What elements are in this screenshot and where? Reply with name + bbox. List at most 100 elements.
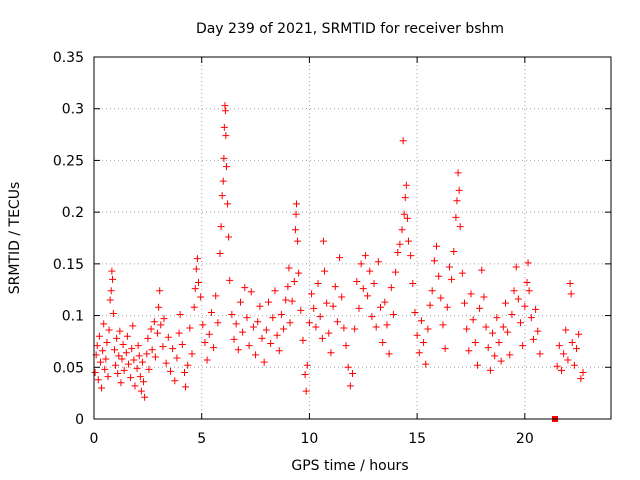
data-point (514, 295, 522, 303)
data-point (110, 346, 118, 354)
data-point (284, 283, 292, 291)
x-tick-label: 5 (197, 431, 206, 447)
data-point (129, 322, 137, 330)
data-point (381, 298, 389, 306)
data-point (193, 255, 201, 263)
data-point (392, 268, 400, 276)
data-point (346, 382, 354, 390)
data-point (329, 302, 337, 310)
data-point (143, 350, 151, 358)
data-point (214, 319, 222, 327)
data-point (450, 247, 458, 255)
data-point (119, 341, 127, 349)
data-point (117, 379, 125, 387)
data-point (252, 351, 260, 359)
data-point (175, 329, 183, 337)
grid-layer (94, 57, 611, 419)
data-point (351, 325, 359, 333)
data-point (456, 223, 464, 231)
data-point (467, 290, 475, 298)
data-point (222, 163, 230, 171)
data-point (285, 264, 293, 272)
data-point (294, 237, 302, 245)
data-point (162, 359, 170, 367)
y-tick-label: 0.3 (62, 102, 84, 118)
data-point (280, 325, 288, 333)
data-point (471, 338, 479, 346)
data-point (133, 364, 141, 372)
data-point (292, 200, 300, 208)
data-point (476, 304, 484, 312)
data-point (148, 346, 156, 354)
data-point (524, 259, 532, 267)
data-point (349, 369, 356, 377)
data-point (262, 326, 270, 334)
data-point (564, 356, 572, 364)
data-point (302, 387, 310, 395)
data-point (224, 200, 232, 208)
data-point (489, 329, 497, 337)
data-point (566, 280, 574, 288)
y-tick-label: 0.15 (53, 257, 84, 273)
data-point (115, 352, 123, 360)
data-point (140, 378, 148, 386)
data-point (508, 311, 516, 319)
data-point (305, 319, 313, 327)
data-point (562, 326, 570, 334)
data-point (303, 361, 311, 369)
data-point (453, 197, 461, 205)
data-point (188, 350, 196, 358)
data-point (441, 345, 449, 353)
data-point (99, 347, 107, 355)
y-tick-label: 0.1 (62, 309, 84, 325)
data-point (271, 287, 279, 295)
data-point (473, 361, 481, 369)
data-point (579, 368, 587, 376)
data-point (433, 242, 441, 250)
chart-title: Day 239 of 2021, SRMTID for receiver bsh… (196, 21, 504, 37)
data-point (323, 299, 331, 307)
data-point (147, 325, 155, 333)
data-point (519, 342, 527, 350)
data-point (141, 393, 149, 401)
data-point (277, 311, 285, 319)
data-point (234, 346, 242, 354)
data-point (273, 331, 281, 339)
data-point (364, 292, 372, 300)
data-point (517, 319, 525, 327)
data-point (400, 210, 408, 218)
data-point (567, 290, 575, 298)
data-point (523, 278, 531, 286)
data-point (169, 345, 177, 353)
data-point (424, 325, 432, 333)
data-point (405, 237, 413, 245)
data-point (331, 283, 339, 291)
x-tick-label: 15 (408, 431, 426, 447)
data-point (557, 366, 565, 374)
data-point (497, 357, 505, 365)
data-point (275, 347, 283, 355)
data-point (164, 333, 172, 341)
data-point (532, 305, 540, 313)
data-point (510, 287, 518, 295)
data-point (359, 285, 367, 293)
y-tick-label: 0.05 (53, 360, 84, 376)
data-point (203, 356, 211, 364)
data-point (116, 327, 124, 335)
data-point (403, 214, 411, 222)
data-point (131, 382, 139, 390)
data-point (134, 342, 142, 350)
data-point (218, 192, 226, 200)
x-tick-label: 20 (516, 431, 534, 447)
data-point (95, 332, 103, 340)
data-point (150, 318, 158, 326)
data-point (299, 336, 307, 344)
data-point (108, 267, 116, 275)
data-point (443, 303, 451, 311)
data-point (176, 311, 184, 319)
data-point (178, 341, 186, 349)
data-point (192, 265, 200, 273)
y-axis-title: SRMTID / TECUs (7, 182, 23, 295)
data-point (123, 332, 131, 340)
